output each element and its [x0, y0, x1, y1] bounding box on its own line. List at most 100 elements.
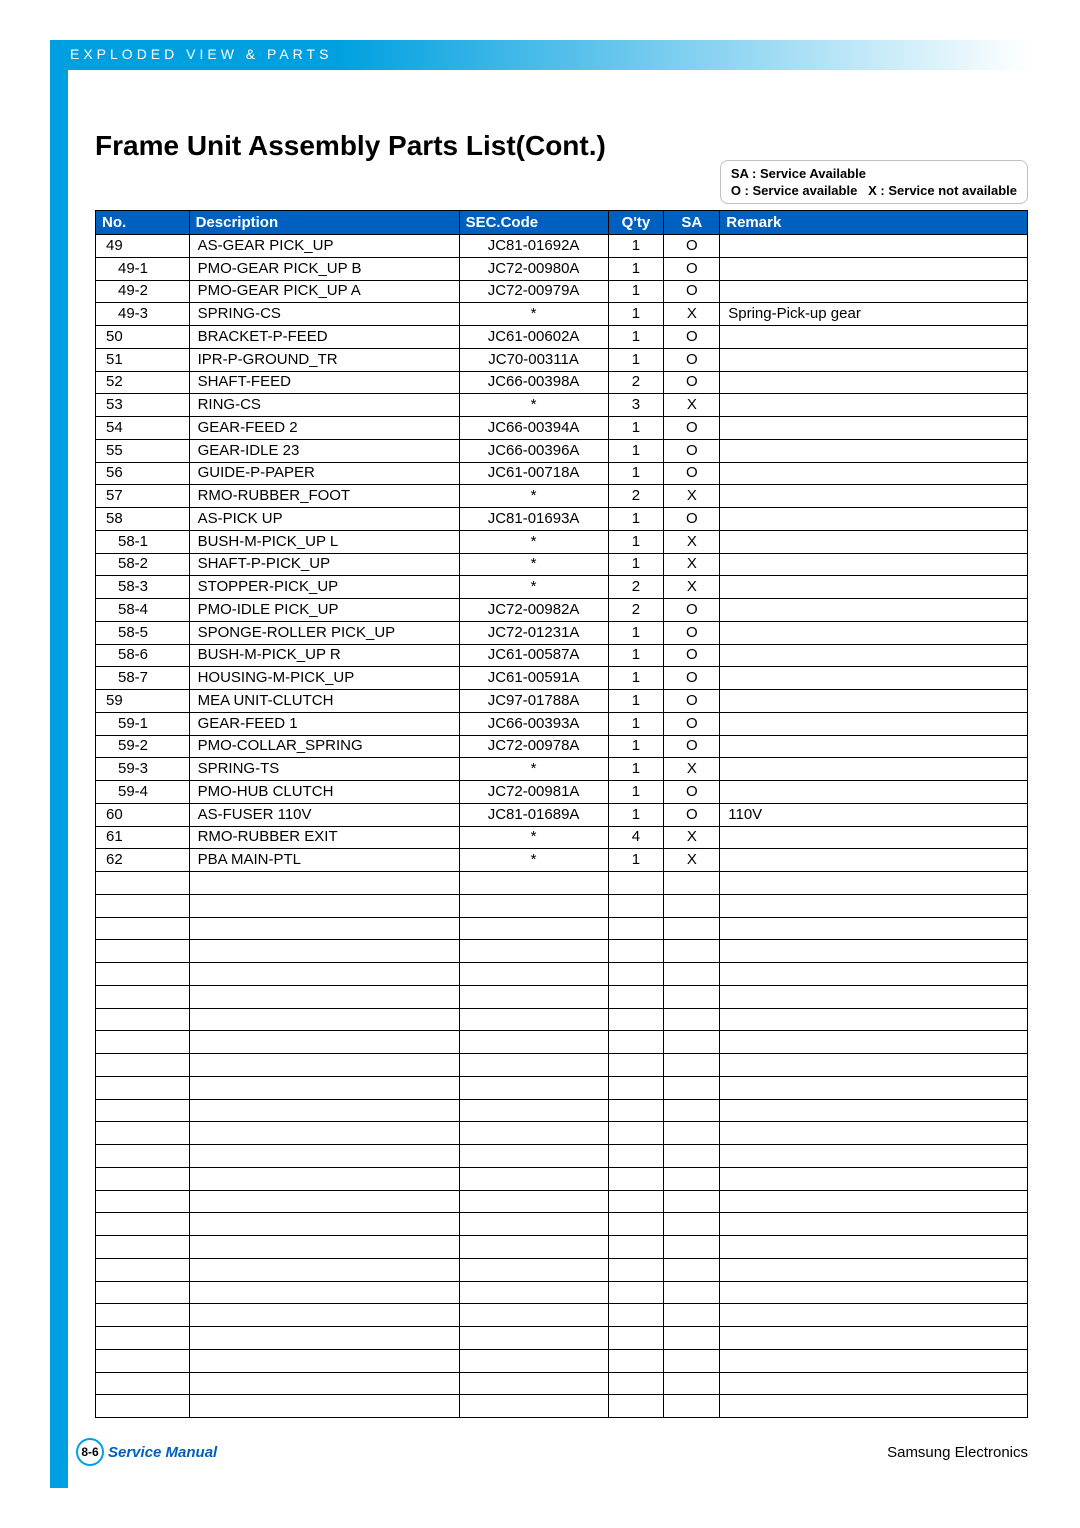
table-row: 61RMO-RUBBER EXIT*4X [96, 826, 1027, 849]
cell-sa: O [664, 257, 720, 280]
cell-empty [664, 1167, 720, 1190]
cell-remark [720, 235, 1027, 258]
cell-qty: 1 [608, 348, 664, 371]
cell-code: * [459, 758, 608, 781]
cell-desc: IPR-P-GROUND_TR [189, 348, 459, 371]
cell-sa: O [664, 462, 720, 485]
table-row: 55GEAR-IDLE 23JC66-00396A1O [96, 439, 1027, 462]
cell-remark [720, 439, 1027, 462]
cell-remark [720, 553, 1027, 576]
cell-remark: 110V [720, 803, 1027, 826]
table-row: 57RMO-RUBBER_FOOT*2X [96, 485, 1027, 508]
parts-table-wrap: No. Description SEC.Code Q'ty SA Remark … [95, 210, 1028, 1418]
cell-empty [664, 1349, 720, 1372]
cell-remark [720, 712, 1027, 735]
table-row: 58-2SHAFT-P-PICK_UP*1X [96, 553, 1027, 576]
cell-code: * [459, 553, 608, 576]
cell-sa: O [664, 667, 720, 690]
cell-no: 58-1 [96, 530, 189, 553]
cell-empty [96, 1008, 189, 1031]
cell-empty [96, 1190, 189, 1213]
cell-remark [720, 667, 1027, 690]
cell-empty [459, 985, 608, 1008]
table-header-row: No. Description SEC.Code Q'ty SA Remark [96, 211, 1027, 235]
cell-code: JC72-00978A [459, 735, 608, 758]
cell-empty [459, 1167, 608, 1190]
table-row-empty [96, 1008, 1027, 1031]
cell-empty [459, 1190, 608, 1213]
cell-empty [459, 1281, 608, 1304]
table-row-empty [96, 1145, 1027, 1168]
cell-remark [720, 826, 1027, 849]
table-row-empty [96, 1122, 1027, 1145]
cell-desc: GEAR-IDLE 23 [189, 439, 459, 462]
cell-empty [459, 1236, 608, 1259]
cell-empty [664, 1395, 720, 1417]
cell-empty [459, 1122, 608, 1145]
cell-remark [720, 462, 1027, 485]
cell-empty [664, 1008, 720, 1031]
col-sa: SA [664, 211, 720, 235]
cell-empty [96, 1395, 189, 1417]
legend-line1: SA : Service Available [731, 166, 1017, 181]
cell-empty [459, 1395, 608, 1417]
cell-empty [664, 1076, 720, 1099]
cell-no: 61 [96, 826, 189, 849]
cell-empty [459, 1213, 608, 1236]
cell-qty: 1 [608, 621, 664, 644]
cell-sa: O [664, 781, 720, 804]
cell-desc: AS-PICK UP [189, 508, 459, 531]
cell-empty [459, 1372, 608, 1395]
cell-remark [720, 599, 1027, 622]
table-row: 58-1BUSH-M-PICK_UP L*1X [96, 530, 1027, 553]
cell-sa: O [664, 371, 720, 394]
cell-qty: 1 [608, 257, 664, 280]
legend-box: SA : Service Available O : Service avail… [720, 160, 1028, 204]
cell-empty [720, 1236, 1027, 1259]
cell-desc: AS-FUSER 110V [189, 803, 459, 826]
cell-empty [608, 1213, 664, 1236]
cell-empty [664, 1236, 720, 1259]
cell-empty [664, 917, 720, 940]
service-manual-label: Service Manual [108, 1444, 217, 1461]
cell-sa: O [664, 235, 720, 258]
cell-no: 60 [96, 803, 189, 826]
table-row: 60AS-FUSER 110VJC81-01689A1O110V [96, 803, 1027, 826]
cell-empty [608, 1031, 664, 1054]
cell-empty [608, 940, 664, 963]
cell-empty [189, 872, 459, 895]
table-row: 54GEAR-FEED 2JC66-00394A1O [96, 417, 1027, 440]
cell-no: 59 [96, 690, 189, 713]
cell-empty [96, 940, 189, 963]
cell-empty [96, 963, 189, 986]
cell-desc: SPONGE-ROLLER PICK_UP [189, 621, 459, 644]
cell-empty [189, 894, 459, 917]
cell-desc: AS-GEAR PICK_UP [189, 235, 459, 258]
cell-empty [189, 1349, 459, 1372]
cell-empty [189, 963, 459, 986]
cell-desc: PMO-COLLAR_SPRING [189, 735, 459, 758]
cell-desc: PMO-GEAR PICK_UP B [189, 257, 459, 280]
cell-remark [720, 348, 1027, 371]
cell-code: JC61-00587A [459, 644, 608, 667]
cell-empty [664, 1099, 720, 1122]
table-row-empty [96, 1167, 1027, 1190]
table-row-empty [96, 1236, 1027, 1259]
cell-code: JC72-00979A [459, 280, 608, 303]
cell-empty [96, 1213, 189, 1236]
cell-empty [459, 1054, 608, 1077]
cell-empty [664, 963, 720, 986]
table-row: 58-3STOPPER-PICK_UP*2X [96, 576, 1027, 599]
cell-no: 49-1 [96, 257, 189, 280]
cell-qty: 1 [608, 758, 664, 781]
cell-empty [459, 1327, 608, 1350]
cell-sa: O [664, 280, 720, 303]
cell-code: JC72-00982A [459, 599, 608, 622]
cell-qty: 1 [608, 644, 664, 667]
cell-qty: 1 [608, 303, 664, 326]
cell-desc: PBA MAIN-PTL [189, 849, 459, 872]
cell-no: 51 [96, 348, 189, 371]
col-code: SEC.Code [459, 211, 608, 235]
cell-empty [459, 1076, 608, 1099]
cell-empty [96, 894, 189, 917]
